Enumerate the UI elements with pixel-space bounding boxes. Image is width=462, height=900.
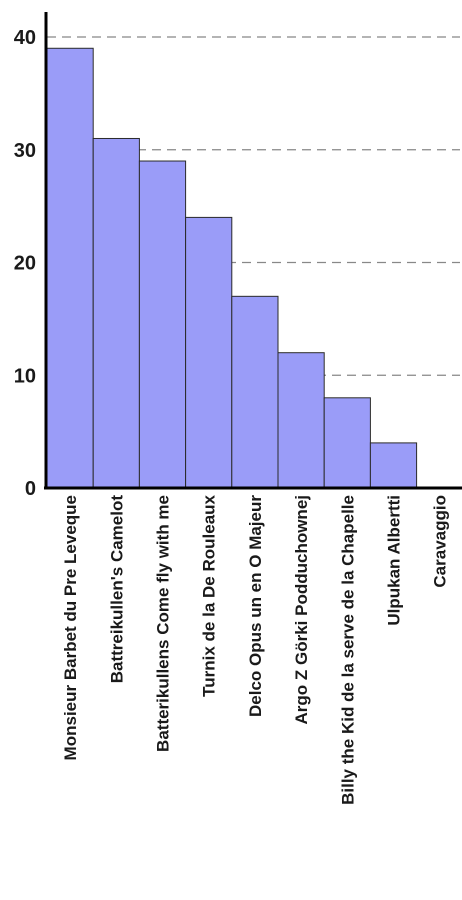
bar-8 [369, 442, 418, 489]
y-tick-label: 40 [14, 27, 36, 49]
bar-2 [92, 137, 140, 489]
category-label: Argo Z Görki Podduchownej [292, 495, 311, 725]
axes [44, 12, 462, 490]
bars [46, 47, 418, 489]
category-label: Batterikullens Come fly with me [154, 495, 173, 752]
category-label: Delco Opus un en O Majeur [246, 495, 265, 717]
y-tick-label: 30 [14, 140, 36, 162]
y-tick-label: 0 [25, 478, 36, 500]
bar-3 [138, 160, 187, 489]
category-labels: Monsieur Barbet du Pre Leveque Battreikul… [61, 494, 450, 804]
y-tick-label: 20 [14, 253, 36, 275]
bar-4 [185, 216, 233, 489]
category-label: Battreikullen's Camelot [107, 495, 126, 684]
bar-5 [231, 295, 279, 489]
category-label: Ulpukan Albertti [385, 495, 404, 626]
y-tick-label: 10 [14, 365, 36, 387]
y-tick-labels: 0 10 20 30 40 [14, 27, 36, 500]
category-label: Caravaggio [431, 495, 450, 588]
bar-6 [277, 352, 325, 489]
bar-1 [46, 47, 94, 489]
category-label: Monsieur Barbet du Pre Leveque [61, 495, 80, 760]
bar-7 [323, 397, 371, 489]
category-label: Turnix de la De Rouleaux [200, 494, 219, 696]
category-label: Billy the Kid de la serve de la Chapelle [338, 495, 357, 805]
